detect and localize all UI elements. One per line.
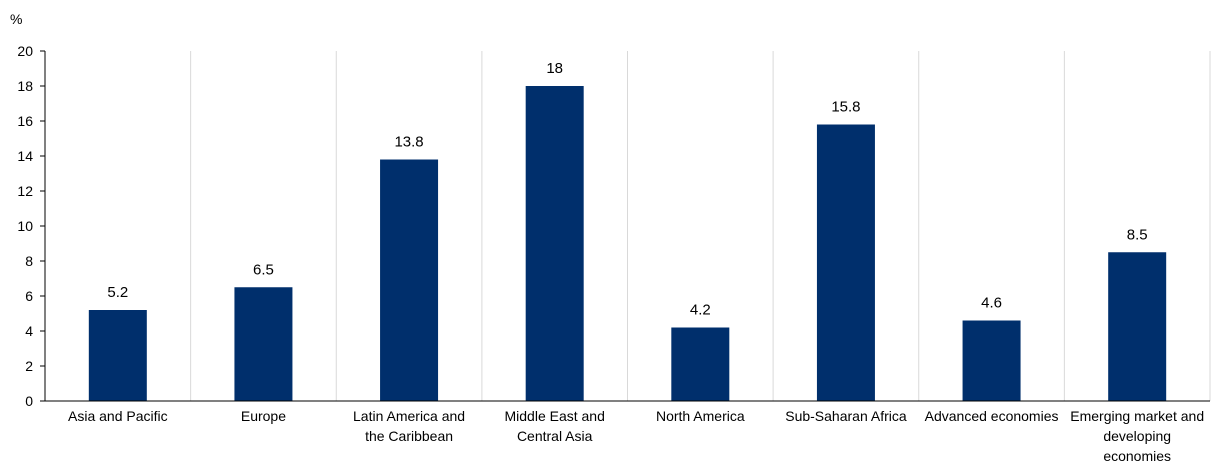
value-label: 5.2	[107, 284, 128, 301]
bar	[88, 310, 147, 401]
bar	[1108, 252, 1167, 401]
value-label: 15.8	[831, 99, 860, 116]
category-label-line: Emerging market and	[1070, 408, 1204, 424]
bar	[380, 159, 439, 401]
y-tick-label: 20	[17, 43, 33, 59]
category-label-line: Sub-Saharan Africa	[785, 408, 907, 424]
category-label: Middle East and Central Asia	[504, 408, 604, 444]
y-tick-label: 0	[25, 393, 33, 409]
category-label: North America	[656, 408, 745, 424]
category-label-line: Middle East and	[504, 408, 604, 424]
category-label: Sub-Saharan Africa	[785, 408, 907, 424]
category-label: Asia and Pacific	[68, 408, 168, 424]
value-label: 6.5	[253, 261, 274, 278]
category-label-line: the Caribbean	[365, 428, 453, 444]
y-tick-label: 8	[25, 253, 33, 269]
y-tick-label: 4	[25, 323, 33, 339]
value-labels: 5.2 6.5 13.8 18 4.2 15.8 4.6 8.5	[107, 60, 1147, 319]
value-label: 18	[546, 60, 563, 77]
value-label: 4.2	[690, 302, 711, 319]
category-label: Latin America and the Caribbean	[353, 408, 465, 444]
category-label: Emerging market and developing economies	[1070, 408, 1204, 464]
category-labels: Asia and Pacific Europe Latin America and t…	[68, 408, 1204, 464]
y-tick-label: 16	[17, 113, 33, 129]
bar	[525, 86, 584, 401]
value-label: 8.5	[1127, 226, 1148, 243]
category-label-line: Central Asia	[517, 428, 593, 444]
y-tick-label: 12	[17, 183, 33, 199]
y-tick-label: 14	[17, 148, 33, 164]
bar	[816, 124, 875, 401]
category-label-line: Europe	[241, 408, 286, 424]
y-tick-label: 18	[17, 78, 33, 94]
y-axis-unit-label: %	[10, 11, 22, 27]
category-label-line: Advanced economies	[925, 408, 1059, 424]
category-label-line: North America	[656, 408, 745, 424]
y-tick-label: 2	[25, 358, 33, 374]
bar	[671, 327, 730, 401]
value-label: 4.6	[981, 295, 1002, 312]
y-tick-label: 10	[17, 218, 33, 234]
category-separators	[190, 51, 1211, 401]
category-label: Europe	[241, 408, 286, 424]
category-label-line: developing	[1103, 428, 1171, 444]
bar	[234, 287, 293, 401]
category-label-line: economies	[1103, 448, 1171, 464]
category-label-line: Latin America and	[353, 408, 465, 424]
y-axis-ticks: 0 2 4 6 8 10 12 14 16 18 20	[17, 43, 45, 409]
value-label: 13.8	[394, 134, 423, 151]
category-label-line: Asia and Pacific	[68, 408, 168, 424]
bar	[962, 320, 1021, 401]
bars	[88, 86, 1167, 401]
y-tick-label: 6	[25, 288, 33, 304]
category-label: Advanced economies	[925, 408, 1059, 424]
